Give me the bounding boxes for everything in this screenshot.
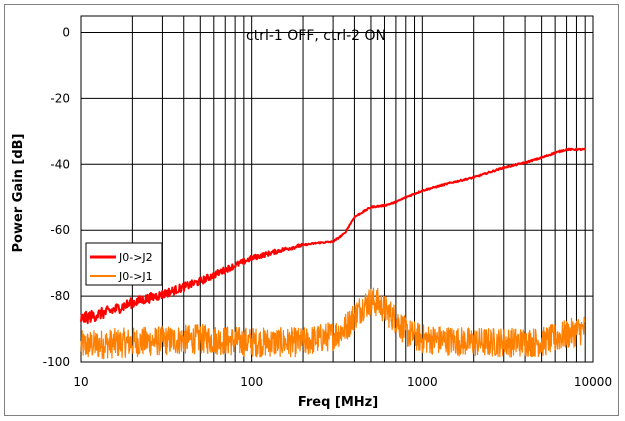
- y-axis-ticks: 0 -20 -40 -60 -80 -100: [43, 25, 70, 369]
- x-tick-label: 10000: [574, 375, 612, 389]
- y-tick-label: -40: [50, 157, 70, 171]
- x-axis-label: Freq [MHz]: [298, 395, 378, 410]
- series-layer: [80, 147, 586, 360]
- legend: J0->J2 J0->J1: [85, 242, 163, 286]
- series-line-j0-j2: [80, 147, 586, 325]
- y-tick-label: 0: [62, 25, 70, 39]
- legend-label-j0-j1: J0->J1: [118, 270, 153, 283]
- legend-label-j0-j2: J0->J2: [118, 251, 153, 264]
- x-tick-label: 10: [73, 375, 88, 389]
- plot-area: [80, 15, 594, 363]
- y-tick-label: -80: [50, 289, 70, 303]
- y-axis-label: Power Gain [dB]: [11, 134, 26, 253]
- x-axis-ticks: 10 100 1000 10000: [73, 375, 612, 389]
- x-tick-label: 1000: [407, 375, 438, 389]
- y-tick-label: -20: [50, 91, 70, 105]
- legend-box: [85, 242, 163, 286]
- chart-annotation: ctrl-1 OFF, ctrl-2 ON: [246, 28, 386, 44]
- x-tick-label: 100: [240, 375, 263, 389]
- series-line-j0-j1: [80, 287, 586, 360]
- y-tick-label: -100: [43, 355, 70, 369]
- y-tick-label: -60: [50, 223, 70, 237]
- grid-lines: [80, 16, 593, 363]
